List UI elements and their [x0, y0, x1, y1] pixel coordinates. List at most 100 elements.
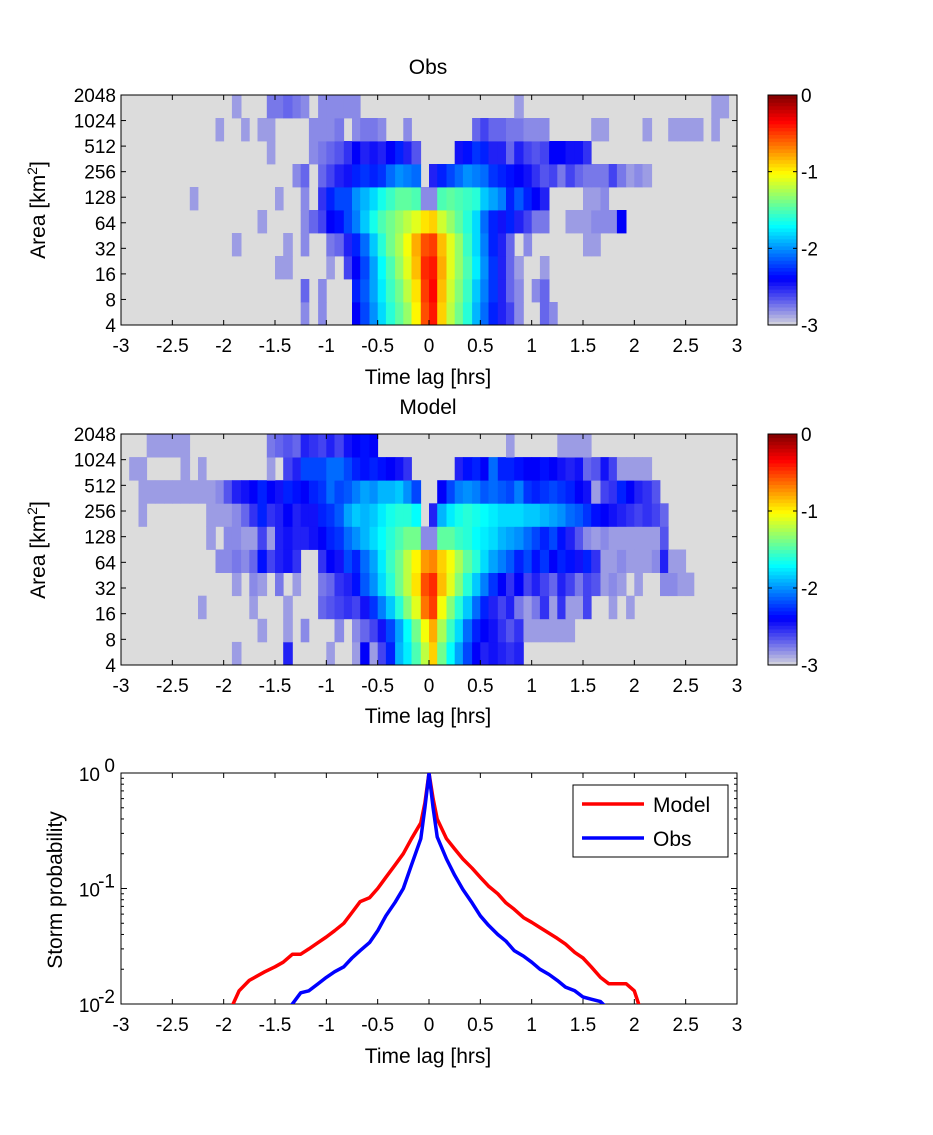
obs-heatmap-cell: [685, 118, 695, 142]
model-heatmap-cell: [292, 526, 302, 550]
model-heatmap-cell: [352, 480, 361, 504]
obs-heatmap-cell: [231, 233, 242, 257]
obs-heatmap-cell: [506, 118, 515, 142]
obs-heatmap-cell: [523, 164, 533, 188]
model-heatmap-cell: [172, 434, 181, 458]
obs-heatmap-cell: [360, 164, 370, 188]
obs-heatmap-cell: [506, 233, 515, 257]
obs-heatmap-cell: [360, 118, 370, 142]
obs-colorbar-segment: [768, 220, 797, 225]
model-heatmap-cell: [506, 503, 515, 527]
obs-heatmap-cell: [326, 210, 335, 234]
model-heatmap-cell: [616, 526, 627, 550]
model-heatmap-cell: [385, 480, 396, 504]
model-heatmap-cell: [377, 457, 387, 481]
model-heatmap-cell: [275, 572, 284, 597]
model-heatmap-cell: [198, 595, 207, 620]
obs-heatmap-cell: [283, 256, 293, 280]
obs-heatmap-cell: [300, 164, 310, 188]
obs-heatmap-cell: [472, 256, 481, 280]
model-heatmap-cell: [420, 595, 430, 620]
model-heatmap-cell: [343, 434, 353, 458]
model-heatmap-cell: [275, 434, 284, 458]
model-heatmap-cell: [429, 641, 438, 666]
obs-heatmap-cell: [429, 302, 438, 326]
obs-heatmap-cell: [429, 164, 438, 188]
obs-heatmap-cell: [300, 187, 310, 211]
obs-heatmap-cell: [437, 302, 447, 326]
model-heatmap-cell: [514, 503, 524, 527]
model-colorbar-tick-label: -1: [801, 502, 818, 523]
model-colorbar-segment: [768, 592, 797, 597]
model-heatmap-cell: [480, 549, 489, 573]
obs-heatmap-cell: [369, 279, 379, 303]
model-heatmap-cell: [138, 457, 148, 481]
obs-colorbar-segment: [768, 253, 797, 258]
obs-heatmap-cell: [266, 141, 276, 165]
obs-heatmap-cell: [506, 164, 515, 188]
obs-colorbar-segment: [768, 310, 797, 315]
model-heatmap-cell: [395, 641, 404, 666]
obs-x-tick-label: -0.5: [361, 336, 394, 357]
model-heatmap-cell: [154, 480, 165, 504]
model-heatmap-cell: [198, 480, 207, 504]
model-heatmap-cell: [360, 549, 370, 573]
model-heatmap-cell: [549, 503, 558, 527]
obs-heatmap-cell: [318, 118, 327, 142]
model-heatmap-cell: [514, 572, 524, 597]
model-heatmap-cell: [283, 480, 293, 504]
model-heatmap-cell: [283, 595, 293, 620]
model-heatmap-cell: [523, 549, 533, 573]
model-colorbar-segment: [768, 480, 797, 485]
model-heatmap-cell: [223, 549, 233, 573]
model-heatmap-cell: [411, 503, 422, 527]
obs-colorbar-segment: [768, 166, 797, 171]
obs-colorbar-segment: [768, 159, 797, 164]
obs-heatmap-cell: [497, 302, 507, 326]
obs-heatmap-cell: [343, 141, 353, 165]
obs-heatmap-cell: [591, 118, 601, 142]
obs-heatmap-cell: [437, 164, 447, 188]
obs-heatmap-cell: [591, 233, 601, 257]
obs-heatmap-cell: [360, 210, 370, 234]
model-heatmap-cell: [369, 549, 379, 573]
model-colorbar-segment: [768, 499, 797, 504]
model-heatmap-cell: [660, 572, 669, 597]
model-heatmap-cell: [574, 549, 584, 573]
obs-heatmap-cell: [352, 279, 361, 303]
obs-heatmap-cell: [488, 187, 499, 211]
model-colorbar-segment: [768, 636, 797, 641]
model-colorbar-segment: [768, 589, 797, 594]
model-heatmap-cell: [334, 618, 345, 643]
obs-heatmap-cell: [719, 95, 730, 119]
obs-heatmap-cell: [300, 279, 310, 303]
obs-heatmap-cell: [446, 233, 456, 257]
model-heatmap-cell: [549, 549, 558, 573]
model-heatmap-cell: [385, 641, 396, 666]
line-y-tick-label: 10: [79, 996, 100, 1017]
model-heatmap-cell: [318, 526, 327, 550]
obs-colorbar-segment: [768, 152, 797, 157]
model-heatmap-cell: [651, 549, 661, 573]
obs-heatmap-cell: [523, 118, 533, 142]
obs-heatmap-cell: [462, 164, 473, 188]
model-heatmap-cell: [385, 526, 396, 550]
model-heatmap-cell: [283, 526, 293, 550]
model-colorbar-segment: [768, 437, 797, 442]
model-heatmap-cell: [395, 526, 404, 550]
obs-heatmap-cell: [403, 302, 412, 326]
obs-heatmap-cell: [411, 302, 422, 326]
line-y-axis-label: Storm probability: [44, 811, 67, 969]
model-heatmap-cell: [411, 572, 422, 597]
obs-heatmap-cell: [600, 210, 610, 234]
obs-heatmap-cell: [514, 256, 524, 280]
obs-heatmap-cell: [497, 233, 507, 257]
obs-heatmap-cell: [480, 279, 489, 303]
obs-heatmap-cell: [454, 141, 464, 165]
model-heatmap-cell: [634, 457, 643, 481]
obs-heatmap-cell: [565, 210, 576, 234]
model-heatmap-cell: [472, 549, 481, 573]
model-colorbar-segment: [768, 549, 797, 554]
model-heatmap-cell: [462, 503, 473, 527]
obs-colorbar-segment: [768, 95, 797, 100]
